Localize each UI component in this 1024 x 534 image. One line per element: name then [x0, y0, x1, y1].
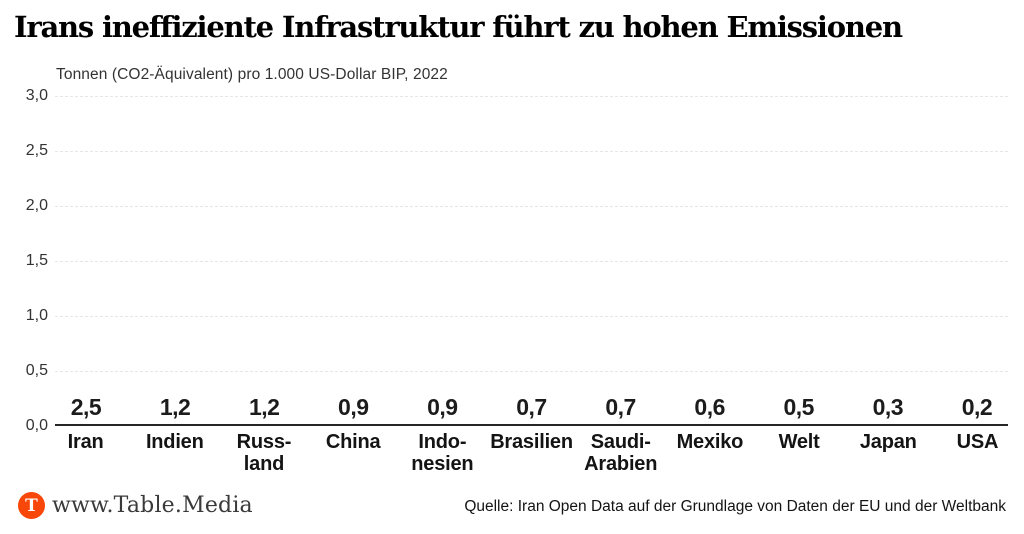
- gridline: [55, 316, 1008, 317]
- gridline: [55, 151, 1008, 152]
- x-axis-label: Saudi- Arabien: [584, 431, 658, 475]
- bar-column: 2,5: [55, 396, 117, 424]
- x-axis-label: Indien: [145, 431, 204, 453]
- bar-value-label: 0,7: [605, 394, 636, 420]
- bar-value-label: 0,3: [872, 394, 904, 420]
- brand: T www.Table.Media: [18, 492, 253, 519]
- bar-value-label: 0,5: [783, 394, 815, 420]
- x-axis-labels: Iran Indien Russ-land China Indo-nesien Brasi…: [41, 431, 1022, 475]
- gridline: [55, 261, 1008, 262]
- bar-column: 1,2: [144, 396, 206, 424]
- bars-container: 2,5 1,2 1,2 0,9 0,9 0,7 0,7 0,6 0,5 0,3: [55, 96, 1008, 424]
- bar-column: 0,9: [411, 396, 473, 424]
- y-axis-tick-labels: 3,0 2,5 2,0 1,5 1,0 0,5 0,0: [6, 87, 48, 434]
- y-tick-label: 3,0: [25, 87, 48, 104]
- y-tick-label: 2,0: [25, 197, 48, 214]
- x-axis-label: Brasilien: [490, 431, 573, 453]
- bar-value-label: 0,7: [516, 394, 547, 420]
- bar-column: 0,5: [768, 396, 830, 424]
- chart-title: Irans ineffiziente Infrastruktur führt z…: [14, 10, 903, 44]
- bar-column: 0,6: [679, 396, 741, 424]
- gridline: [55, 371, 1008, 372]
- gridline: [55, 96, 1008, 97]
- bar-column: 0,9: [322, 396, 384, 424]
- bar-chart-plot-area: 2,5 1,2 1,2 0,9 0,9 0,7 0,7 0,6 0,5 0,3: [55, 96, 1008, 426]
- x-axis-label: China: [325, 431, 381, 453]
- y-tick-label: 2,5: [25, 142, 48, 159]
- bar-value-label: 0,9: [427, 394, 458, 420]
- brand-url: www.Table.Media: [52, 493, 253, 518]
- bar-value-label: 0,6: [694, 394, 725, 420]
- table-media-logo-icon: T: [18, 492, 45, 519]
- chart-subtitle: Tonnen (CO2-Äquivalent) pro 1.000 US-Dol…: [56, 66, 448, 83]
- y-tick-label: 0,0: [25, 417, 48, 434]
- source-attribution: Quelle: Iran Open Data auf der Grundlage…: [464, 498, 1006, 515]
- bar-column: 0,2: [946, 396, 1008, 424]
- bar-value-label: 2,5: [70, 394, 102, 420]
- x-axis-label: Indo-nesien: [411, 431, 474, 475]
- bar-value-label: 1,2: [159, 394, 191, 420]
- bar-column: 0,7: [500, 396, 562, 424]
- bar-column: 0,3: [857, 396, 919, 424]
- footer: T www.Table.Media Quelle: Iran Open Data…: [18, 492, 1008, 524]
- y-tick-label: 1,5: [25, 252, 48, 269]
- x-axis-label: Iran: [67, 431, 104, 453]
- gridline: [55, 206, 1008, 207]
- bar-column: 1,2: [233, 396, 295, 424]
- y-tick-label: 0,5: [25, 362, 48, 379]
- bar-value-label: 1,2: [248, 394, 280, 420]
- y-tick-label: 1,0: [25, 307, 48, 324]
- x-axis-label: Mexiko: [676, 431, 744, 453]
- bar-value-label: 0,2: [961, 394, 993, 420]
- x-axis-label: Japan: [859, 431, 917, 453]
- x-axis-label: USA: [956, 431, 999, 453]
- x-axis-label: Welt: [778, 431, 820, 453]
- bar-column: 0,7: [590, 396, 652, 424]
- bar-value-label: 0,9: [338, 394, 369, 420]
- x-axis-label: Russ-land: [236, 431, 292, 475]
